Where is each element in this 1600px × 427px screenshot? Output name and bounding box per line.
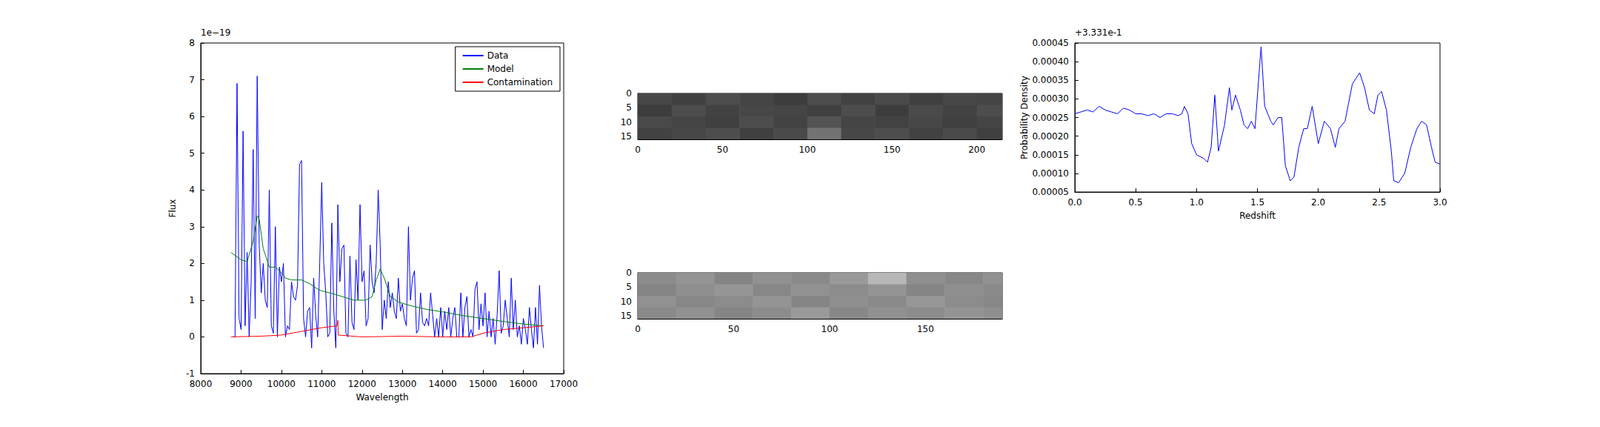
svg-text:15: 15 <box>620 310 632 321</box>
svg-text:17000: 17000 <box>549 378 578 389</box>
svg-text:2.5: 2.5 <box>1371 197 1386 208</box>
svg-text:5: 5 <box>625 102 632 113</box>
svg-text:+3.331e-1: +3.331e-1 <box>1074 27 1123 38</box>
svg-text:5: 5 <box>625 281 632 292</box>
svg-text:7: 7 <box>188 74 195 86</box>
svg-text:10: 10 <box>620 296 632 307</box>
svg-text:0.00040: 0.00040 <box>1031 56 1069 67</box>
svg-text:12000: 12000 <box>348 378 377 389</box>
svg-text:1.0: 1.0 <box>1189 197 1204 208</box>
svg-text:0: 0 <box>634 323 641 335</box>
svg-text:Wavelength: Wavelength <box>355 391 409 403</box>
svg-text:6: 6 <box>188 111 195 122</box>
svg-text:1.5: 1.5 <box>1250 197 1265 208</box>
svg-text:0: 0 <box>634 144 641 155</box>
svg-text:150: 150 <box>883 144 901 155</box>
svg-text:0.00020: 0.00020 <box>1031 131 1069 142</box>
svg-text:Model: Model <box>487 63 515 75</box>
svg-text:0.0: 0.0 <box>1067 197 1082 208</box>
svg-text:15: 15 <box>620 131 632 142</box>
svg-text:4: 4 <box>188 184 195 195</box>
svg-text:14000: 14000 <box>428 378 458 389</box>
svg-text:50: 50 <box>728 323 740 335</box>
svg-text:Contamination: Contamination <box>487 77 553 88</box>
svg-text:Flux: Flux <box>167 199 178 218</box>
svg-text:0.00035: 0.00035 <box>1031 74 1069 86</box>
svg-text:Probability Density: Probability Density <box>1019 75 1030 160</box>
svg-text:13000: 13000 <box>388 378 417 389</box>
svg-text:5: 5 <box>188 148 195 159</box>
svg-text:50: 50 <box>717 144 729 155</box>
svg-text:15000: 15000 <box>468 378 498 389</box>
svg-text:100: 100 <box>820 323 838 335</box>
svg-text:8000: 8000 <box>189 378 213 389</box>
svg-text:0: 0 <box>625 88 632 99</box>
svg-text:2: 2 <box>188 257 195 269</box>
svg-text:2.0: 2.0 <box>1311 197 1326 208</box>
svg-text:200: 200 <box>968 144 986 155</box>
svg-text:0.00045: 0.00045 <box>1031 37 1069 49</box>
svg-text:0.00005: 0.00005 <box>1031 186 1069 198</box>
svg-text:3.0: 3.0 <box>1432 197 1447 208</box>
svg-text:1: 1 <box>188 294 195 306</box>
svg-text:-1: -1 <box>185 368 195 379</box>
svg-text:150: 150 <box>917 323 935 335</box>
svg-text:10: 10 <box>620 117 632 128</box>
svg-text:11000: 11000 <box>307 378 336 389</box>
svg-text:8: 8 <box>188 37 195 49</box>
svg-text:Redshift: Redshift <box>1239 210 1276 221</box>
svg-text:0.00010: 0.00010 <box>1031 168 1069 179</box>
svg-text:0: 0 <box>625 267 632 278</box>
svg-text:0.00025: 0.00025 <box>1031 112 1069 123</box>
svg-text:9000: 9000 <box>229 378 253 389</box>
svg-text:3: 3 <box>188 221 195 232</box>
svg-text:100: 100 <box>798 144 816 155</box>
svg-text:16000: 16000 <box>508 378 538 389</box>
svg-text:1e−19: 1e−19 <box>200 27 231 38</box>
svg-text:Data: Data <box>487 50 509 61</box>
svg-text:10000: 10000 <box>267 378 296 389</box>
svg-text:0.5: 0.5 <box>1128 197 1143 208</box>
svg-text:0: 0 <box>188 331 195 342</box>
svg-text:0.00015: 0.00015 <box>1031 149 1069 160</box>
svg-text:0.00030: 0.00030 <box>1031 93 1069 104</box>
